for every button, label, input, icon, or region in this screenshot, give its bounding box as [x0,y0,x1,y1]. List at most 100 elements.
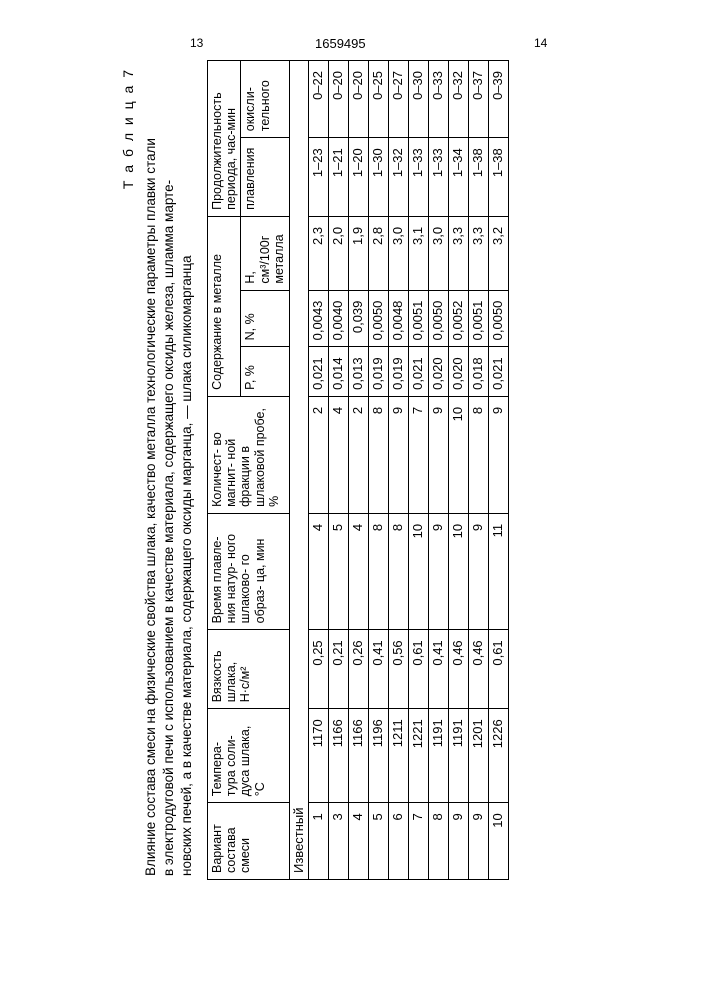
cell-melt-time: 4 [309,513,329,629]
col-dur-melt: плавления [241,138,289,217]
col-melt-time: Время плавле- ния натур- ного шлаково- г… [207,513,289,629]
cell-n: 0,0050 [429,290,449,347]
document-number: 1659495 [315,36,366,51]
table-caption: Влияние состава смеси на физические свой… [142,60,197,876]
col-dur-ox: окисли- тельного [241,61,289,138]
cell-dur-ox: 0–39 [488,61,508,138]
cell-p: 0,013 [349,347,369,397]
cell-temp: 1226 [488,709,508,803]
col-n: N, % [241,290,289,347]
cell-p: 0,018 [468,347,488,397]
cell-dur-ox: 0–37 [468,61,488,138]
table-body: Известный 111700,25420,0210,00432,31–230… [289,61,508,880]
cell-n: 0,0040 [329,290,349,347]
cell-variant: 10 [488,803,508,880]
col-group-metal: Содержание в металле [207,216,241,396]
cell-viscosity: 0,21 [329,630,349,709]
table-row: 1012260,611190,0210,00503,21–380–39 [488,61,508,880]
table-row: 311660,21540,0140,00402,01–210–20 [329,61,349,880]
cell-magnetic: 8 [369,396,389,513]
table-row: 911910,4610100,0200,00523,31–340–32 [449,61,469,880]
cell-magnetic: 9 [389,396,409,513]
col-viscosity: Вязкость шлака, Н·с/м² [207,630,289,709]
cell-dur-ox: 0–20 [329,61,349,138]
cell-dur-melt: 1–30 [369,138,389,217]
cell-n: 0,0052 [449,290,469,347]
col-temp: Темпера- тура соли- дуса шлака, °С [207,709,289,803]
cell-magnetic: 10 [449,396,469,513]
table-row: 411660,26420,0130,0391,91–200–20 [349,61,369,880]
col-h: H, см³/100г металла [241,216,289,290]
cell-h: 3,0 [429,216,449,290]
section-known: Известный [289,61,309,880]
page-number-left: 13 [190,36,203,50]
cell-viscosity: 0,41 [369,630,389,709]
cell-magnetic: 9 [429,396,449,513]
cell-dur-ox: 0–30 [409,61,429,138]
cell-dur-melt: 1–33 [409,138,429,217]
table-label: Т а б л и ц а 7 [120,68,136,880]
cell-temp: 1166 [329,709,349,803]
cell-temp: 1191 [449,709,469,803]
rotated-table-block: Т а б л и ц а 7 Влияние состава смеси на… [120,60,509,880]
cell-melt-time: 10 [409,513,429,629]
col-magnetic: Количест- во магнит- ной фракции в шлако… [207,396,289,513]
cell-p: 0,020 [429,347,449,397]
cell-temp: 1196 [369,709,389,803]
cell-h: 3,2 [488,216,508,290]
cell-n: 0,0051 [468,290,488,347]
cell-viscosity: 0,26 [349,630,369,709]
cell-h: 3,3 [449,216,469,290]
cell-p: 0,019 [389,347,409,397]
cell-viscosity: 0,25 [309,630,329,709]
cell-magnetic: 8 [468,396,488,513]
cell-dur-melt: 1–38 [468,138,488,217]
cell-dur-ox: 0–32 [449,61,469,138]
data-table: Вариант состава смеси Темпера- тура соли… [207,60,509,880]
cell-variant: 1 [309,803,329,880]
cell-dur-melt: 1–32 [389,138,409,217]
table-row: 912010,46980,0180,00513,31–380–37 [468,61,488,880]
cell-dur-ox: 0–20 [349,61,369,138]
cell-variant: 8 [429,803,449,880]
cell-dur-melt: 1–38 [488,138,508,217]
cell-temp: 1166 [349,709,369,803]
cell-viscosity: 0,61 [409,630,429,709]
cell-magnetic: 9 [488,396,508,513]
cell-temp: 1170 [309,709,329,803]
cell-viscosity: 0,56 [389,630,409,709]
cell-dur-melt: 1–23 [309,138,329,217]
cell-magnetic: 4 [329,396,349,513]
cell-dur-ox: 0–25 [369,61,389,138]
cell-h: 2,8 [369,216,389,290]
cell-p: 0,014 [329,347,349,397]
cell-n: 0,0050 [488,290,508,347]
cell-p: 0,021 [488,347,508,397]
table-row: 111700,25420,0210,00432,31–230–22 [309,61,329,880]
cell-p: 0,020 [449,347,469,397]
cell-melt-time: 4 [349,513,369,629]
cell-viscosity: 0,41 [429,630,449,709]
cell-melt-time: 9 [468,513,488,629]
table-row: 811910,41990,0200,00503,01–330–33 [429,61,449,880]
table-head: Вариант состава смеси Темпера- тура соли… [207,61,289,880]
cell-magnetic: 2 [309,396,329,513]
col-group-duration: Продолжительность периода, час-мин [207,61,241,217]
cell-h: 3,1 [409,216,429,290]
cell-melt-time: 11 [488,513,508,629]
cell-dur-melt: 1–33 [429,138,449,217]
cell-magnetic: 2 [349,396,369,513]
cell-p: 0,019 [369,347,389,397]
cell-viscosity: 0,46 [449,630,469,709]
table-row: 712210,611070,0210,00513,11–330–30 [409,61,429,880]
cell-n: 0,0051 [409,290,429,347]
cell-n: 0,0043 [309,290,329,347]
col-p: P, % [241,347,289,397]
cell-p: 0,021 [409,347,429,397]
cell-h: 2,3 [309,216,329,290]
cell-dur-ox: 0–27 [389,61,409,138]
cell-dur-ox: 0–33 [429,61,449,138]
cell-temp: 1211 [389,709,409,803]
cell-dur-melt: 1–34 [449,138,469,217]
cell-variant: 9 [449,803,469,880]
